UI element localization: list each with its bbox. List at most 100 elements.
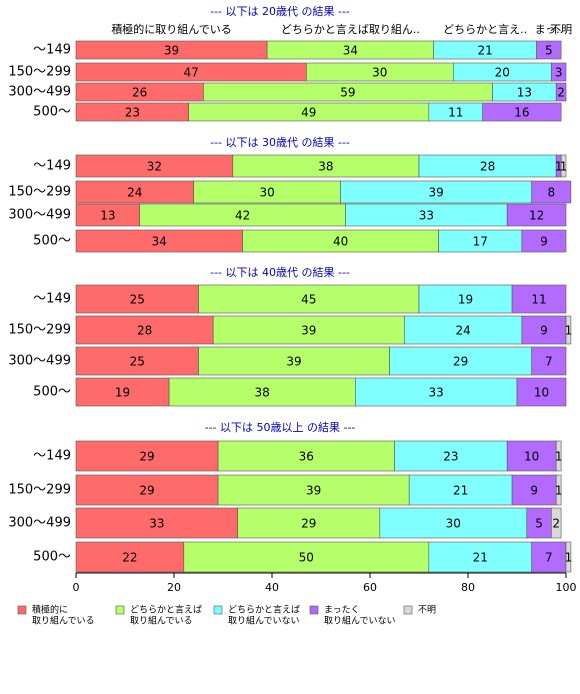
legend-swatch [403, 605, 413, 615]
value-label: 50 [299, 551, 314, 565]
value-label: 39 [429, 186, 444, 200]
value-label: 28 [480, 160, 495, 174]
value-label: 1 [565, 324, 573, 338]
legend-label: 取り組んでいない [324, 615, 396, 627]
column-label: 積極的に取り組んでいる [111, 22, 231, 36]
value-label: 1 [560, 160, 568, 174]
legend-swatch [17, 605, 27, 615]
value-label: 19 [458, 293, 473, 307]
bar-segment [379, 507, 528, 539]
value-label: 11 [531, 293, 546, 307]
value-label: 25 [130, 355, 145, 369]
value-label: 5 [545, 44, 553, 58]
value-label: 28 [137, 324, 152, 338]
category-label: 300～499 [8, 85, 71, 100]
bar-segment [428, 541, 532, 573]
value-label: 33 [149, 517, 164, 531]
value-label: 30 [372, 66, 387, 80]
value-label: 9 [540, 324, 548, 338]
legend-swatch [213, 605, 223, 615]
value-label: 49 [301, 106, 316, 120]
panel-title: --- 以下は 50歳以上 の結果 --- [205, 420, 356, 434]
bar-segment [531, 541, 567, 573]
bar-segment [506, 440, 557, 472]
category-label: 150～299 [8, 483, 71, 498]
value-label: 45 [301, 293, 316, 307]
bar-segment [75, 315, 214, 345]
legend-swatch [309, 605, 319, 615]
value-label: 36 [299, 450, 314, 464]
value-label: 23 [125, 106, 140, 120]
x-tick-label: 80 [461, 581, 475, 594]
value-label: 34 [152, 235, 167, 249]
bar-segment [75, 474, 219, 506]
legend-label: どちらかと言えば [130, 604, 202, 616]
value-label: 19 [115, 386, 130, 400]
value-label: 9 [540, 235, 548, 249]
legend-label: 取り組んでいない [228, 615, 300, 627]
value-label: 29 [453, 355, 468, 369]
category-label: 500～ [33, 105, 71, 120]
category-label: ～149 [33, 449, 71, 464]
bar-segment [354, 377, 518, 407]
bar-segment [198, 346, 390, 376]
category-label: ～149 [33, 159, 71, 174]
bar-segment [516, 377, 567, 407]
x-tick-label: 40 [265, 581, 279, 594]
bar-segment [555, 474, 562, 506]
column-label: どちらかと言えば取り組ん.. [281, 23, 420, 36]
bar-segment [75, 377, 170, 407]
legend-label: 取り組んでいる [130, 615, 193, 627]
value-label: 1 [555, 450, 563, 464]
category-label: 150～299 [8, 65, 71, 80]
value-label: 33 [419, 209, 434, 223]
value-label: 13 [100, 209, 115, 223]
value-label: 20 [495, 66, 510, 80]
x-tick-label: 20 [167, 581, 181, 594]
value-label: 29 [301, 517, 316, 531]
category-label: 500～ [33, 385, 71, 400]
value-label: 42 [235, 209, 250, 223]
value-label: 13 [517, 86, 532, 100]
category-label: ～149 [33, 43, 71, 58]
bar-segment [418, 284, 513, 314]
value-label: 5 [535, 517, 543, 531]
value-label: 2 [557, 86, 565, 100]
value-label: 39 [301, 324, 316, 338]
bar-segment [550, 62, 567, 82]
value-label: 10 [534, 386, 549, 400]
value-label: 32 [147, 160, 162, 174]
value-label: 7 [545, 551, 553, 565]
category-label: 300～499 [8, 516, 71, 531]
legend-label: 取り組んでいる [32, 615, 95, 627]
legend-swatch [115, 605, 125, 615]
value-label: 1 [565, 551, 573, 565]
value-label: 47 [184, 66, 199, 80]
bar-segment [511, 284, 567, 314]
value-label: 21 [453, 484, 468, 498]
value-label: 17 [473, 235, 488, 249]
value-label: 10 [524, 450, 539, 464]
value-label: 30 [259, 186, 274, 200]
value-label: 39 [164, 44, 179, 58]
legend-label: 積極的に [32, 604, 68, 616]
bar-segment [482, 102, 562, 122]
value-label: 26 [132, 86, 147, 100]
value-label: 30 [446, 517, 461, 531]
x-tick-label: 0 [73, 581, 80, 594]
value-label: 8 [547, 186, 555, 200]
column-label: 不明 [550, 23, 572, 36]
category-label: 300～499 [8, 208, 71, 223]
bar-segment [565, 541, 572, 573]
bar-segment [521, 315, 567, 345]
value-label: 21 [473, 551, 488, 565]
value-label: 59 [340, 86, 355, 100]
bar-segment [212, 315, 405, 345]
bar-segment [75, 440, 219, 472]
value-label: 24 [455, 324, 470, 338]
legend-label: どちらかと言えば [228, 604, 300, 616]
value-label: 29 [139, 484, 154, 498]
value-label: 34 [343, 44, 358, 58]
value-label: 11 [448, 106, 463, 120]
x-tick-label: 100 [556, 581, 577, 594]
